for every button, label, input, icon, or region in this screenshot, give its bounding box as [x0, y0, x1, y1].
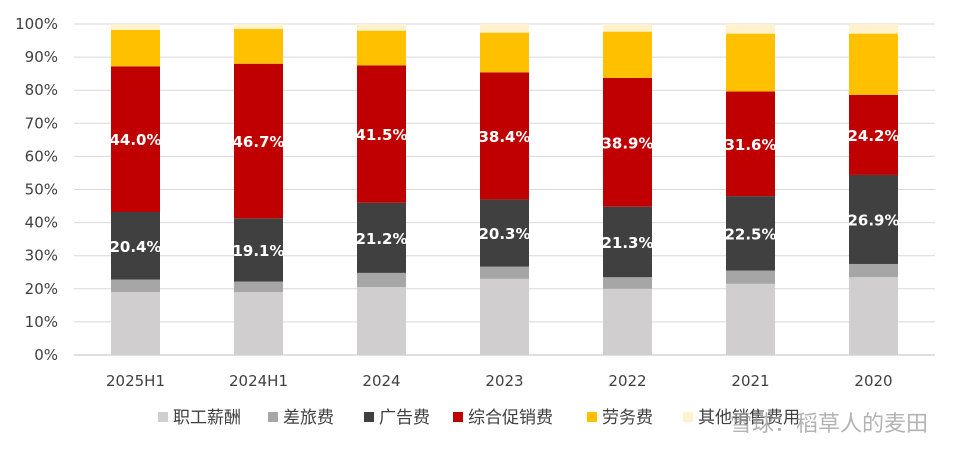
bar-segment: [849, 263, 898, 278]
bar-segment: [234, 281, 283, 293]
data-label: 38.9%: [601, 134, 653, 152]
bar-segment: [111, 292, 160, 355]
legend-swatch: [453, 412, 463, 422]
data-label: 21.3%: [601, 234, 653, 252]
x-tick-label: 2024H1: [229, 372, 288, 390]
bar-segment: [480, 72, 529, 200]
legend-swatch: [587, 412, 597, 422]
x-tick-label: 2023: [485, 372, 523, 390]
bar-segment: [357, 272, 406, 288]
x-tick-label: 2022: [608, 372, 646, 390]
bar-segment: [849, 33, 898, 95]
x-tick-label: 2025H1: [106, 372, 165, 390]
bar-segment: [234, 63, 283, 219]
bar-segment: [357, 65, 406, 203]
bar-segment: [357, 287, 406, 355]
bar-segment: [603, 277, 652, 289]
x-axis: 2025H1 2024H1 2024 2023 2022 2021 2020: [106, 372, 893, 390]
bar-segment: [480, 199, 529, 267]
y-tick-label: 40%: [25, 214, 58, 232]
bar-segment: [357, 24, 406, 31]
bar-segment: [480, 266, 529, 279]
legend-label: 差旅费: [283, 408, 334, 428]
bar-segment: [111, 24, 160, 30]
data-label: 31.6%: [724, 136, 776, 154]
bar-segment: [480, 278, 529, 355]
y-axis: 0% 10% 20% 30% 40% 50% 60% 70% 80% 90% 100%: [15, 15, 58, 364]
y-tick-label: 50%: [25, 181, 58, 199]
bar-segment: [234, 292, 283, 355]
y-tick-label: 80%: [25, 81, 58, 99]
y-tick-label: 100%: [15, 15, 58, 33]
y-tick-label: 20%: [25, 280, 58, 298]
bar-segment: [111, 66, 160, 213]
y-tick-label: 70%: [25, 114, 58, 132]
bar-segment: [726, 33, 775, 92]
data-label: 21.2%: [355, 230, 407, 248]
bar-segment: [603, 24, 652, 32]
legend: 职工薪酬 差旅费 广告费 综合促销费 劳务费 其他销售费用: [158, 408, 800, 428]
bar-segment: [357, 30, 406, 66]
data-label: 38.4%: [478, 128, 530, 146]
x-tick-label: 2024: [362, 372, 400, 390]
data-labels: 20.4% 44.0% 19.1% 46.7% 21.2% 41.5% 20.3% 38.4%…: [109, 126, 899, 260]
data-label: 20.4%: [109, 238, 161, 256]
data-label: 44.0%: [109, 131, 161, 149]
bar-segment: [480, 24, 529, 33]
data-label: 46.7%: [232, 133, 284, 151]
x-tick-label: 2020: [854, 372, 892, 390]
bar-segment: [234, 218, 283, 282]
data-label: 19.1%: [232, 242, 284, 260]
legend-label: 综合促销费: [468, 408, 553, 428]
bar-segment: [603, 31, 652, 78]
data-label: 41.5%: [355, 126, 407, 144]
bar-segment: [849, 24, 898, 34]
data-label: 20.3%: [478, 225, 530, 243]
y-tick-label: 60%: [25, 147, 58, 165]
y-tick-label: 10%: [25, 313, 58, 331]
legend-swatch: [364, 412, 374, 422]
bar-segment: [726, 283, 775, 355]
bar-segment: [726, 196, 775, 271]
bar-segment: [726, 91, 775, 197]
bar-segment: [480, 32, 529, 73]
bar-segment: [111, 212, 160, 280]
data-label: 26.9%: [847, 211, 899, 229]
legend-label: 劳务费: [602, 408, 653, 428]
data-label: 24.2%: [847, 127, 899, 145]
y-tick-label: 0%: [34, 346, 58, 364]
data-label: 22.5%: [724, 225, 776, 243]
legend-swatch: [158, 412, 168, 422]
legend-label: 职工薪酬: [173, 408, 241, 428]
bar-segment: [234, 24, 283, 29]
watermark-text: 雪球：稻草人的麦田: [730, 412, 928, 437]
legend-swatch: [683, 412, 693, 422]
bar-segment: [603, 77, 652, 207]
y-tick-label: 90%: [25, 48, 58, 66]
legend-label: 其他销售费用: [698, 408, 800, 428]
bar-segment: [849, 94, 898, 175]
bar-segment: [726, 24, 775, 34]
bar-segment: [726, 270, 775, 284]
bar-segment: [603, 288, 652, 355]
bars: [111, 24, 898, 355]
bar-segment: [849, 277, 898, 355]
x-tick-label: 2021: [731, 372, 769, 390]
bar-segment: [849, 174, 898, 264]
bar-segment: [111, 279, 160, 293]
bar-segment: [111, 29, 160, 67]
bar-segment: [357, 202, 406, 273]
bar-segment: [234, 28, 283, 64]
bar-segment: [603, 206, 652, 278]
y-tick-label: 30%: [25, 247, 58, 265]
legend-label: 广告费: [379, 408, 430, 428]
legend-swatch: [268, 412, 278, 422]
